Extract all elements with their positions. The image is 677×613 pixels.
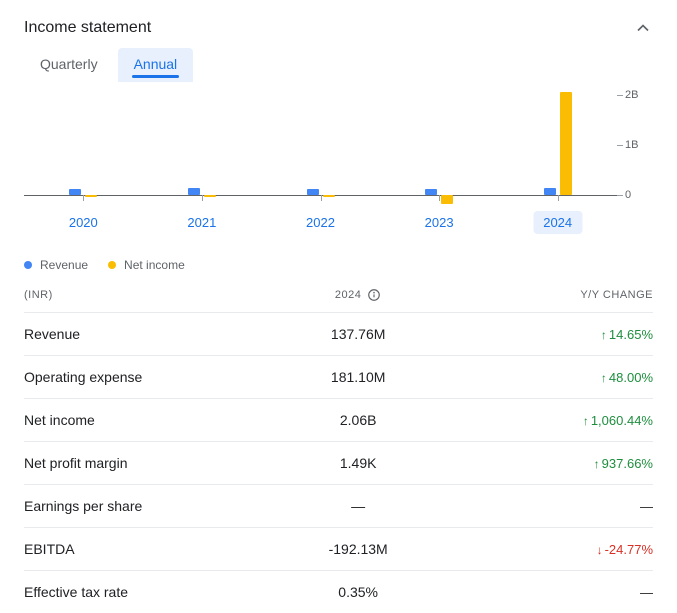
row-label: Operating expense <box>24 369 260 385</box>
net-income-bar <box>204 195 216 197</box>
chart-area: 0 1B 2B 2020 2021 2022 2023 2024 <box>24 90 653 250</box>
tab-quarterly[interactable]: Quarterly <box>24 48 114 82</box>
row-change: ↑1,060.44% <box>456 413 653 428</box>
row-value: 1.49K <box>260 455 457 471</box>
y-tick-label: 1B <box>625 139 653 151</box>
legend-swatch <box>108 261 116 269</box>
table-row: Earnings per share—— <box>24 484 653 527</box>
chart-group: 2023 <box>409 90 469 210</box>
x-axis-label[interactable]: 2022 <box>296 211 345 234</box>
card-title: Income statement <box>24 19 151 37</box>
net-income-bar <box>560 92 572 195</box>
x-tick-mark <box>202 195 203 201</box>
x-axis-label[interactable]: 2020 <box>59 211 108 234</box>
table-row: Operating expense181.10M↑48.00% <box>24 355 653 398</box>
info-icon[interactable] <box>367 288 381 302</box>
table-row: Net income2.06B↑1,060.44% <box>24 398 653 441</box>
row-value: — <box>260 498 457 514</box>
y-tick-label: 0 <box>625 189 653 201</box>
chart-group: 2021 <box>172 90 232 210</box>
income-statement-card: Income statement QuarterlyAnnual 0 1B 2B 20… <box>0 0 677 613</box>
x-tick-mark <box>439 195 440 201</box>
table-row: Net profit margin1.49K↑937.66% <box>24 441 653 484</box>
table-row: Effective tax rate0.35%— <box>24 570 653 613</box>
chart-group: 2024 <box>528 90 588 210</box>
legend-label: Revenue <box>40 258 88 272</box>
chart-legend: Revenue Net income <box>24 258 653 272</box>
x-tick-mark <box>83 195 84 201</box>
change-header: Y/Y CHANGE <box>456 289 653 301</box>
revenue-bar <box>544 188 556 195</box>
tab-annual[interactable]: Annual <box>118 48 194 82</box>
net-income-bar <box>441 195 453 204</box>
revenue-bar <box>307 189 319 195</box>
table-row: Revenue137.76M↑14.65% <box>24 312 653 355</box>
card-header[interactable]: Income statement <box>24 12 653 48</box>
row-change: — <box>456 499 653 514</box>
revenue-bar <box>69 189 81 196</box>
row-value: 137.76M <box>260 326 457 342</box>
x-axis-label[interactable]: 2024 <box>533 211 582 234</box>
x-tick-mark <box>558 195 559 201</box>
chart-group: 2022 <box>291 90 351 210</box>
chevron-up-icon[interactable] <box>633 18 653 38</box>
revenue-bar <box>425 189 437 195</box>
legend-item: Net income <box>108 258 185 272</box>
period-tabs: QuarterlyAnnual <box>24 48 653 82</box>
row-label: Effective tax rate <box>24 584 260 600</box>
currency-label: (INR) <box>24 289 260 301</box>
table-row: EBITDA-192.13M↓-24.77% <box>24 527 653 570</box>
x-axis-label[interactable]: 2023 <box>415 211 464 234</box>
row-value: -192.13M <box>260 541 457 557</box>
y-tick-mark <box>617 145 623 146</box>
y-tick-mark <box>617 195 623 196</box>
legend-label: Net income <box>124 258 185 272</box>
row-label: Revenue <box>24 326 260 342</box>
y-tick-mark <box>617 95 623 96</box>
revenue-bar <box>188 188 200 195</box>
row-change: ↑937.66% <box>456 456 653 471</box>
legend-item: Revenue <box>24 258 88 272</box>
row-change: ↑48.00% <box>456 370 653 385</box>
row-label: Earnings per share <box>24 498 260 514</box>
table-header: (INR) 2024 Y/Y CHANGE <box>24 272 653 312</box>
x-axis-label[interactable]: 2021 <box>177 211 226 234</box>
net-income-bar <box>323 195 335 197</box>
row-label: Net income <box>24 412 260 428</box>
chart-plot: 01B2B20202021202220232024 <box>24 90 617 210</box>
legend-swatch <box>24 261 32 269</box>
table-body: Revenue137.76M↑14.65%Operating expense18… <box>24 312 653 613</box>
row-change: ↓-24.77% <box>456 542 653 557</box>
row-value: 2.06B <box>260 412 457 428</box>
row-change: ↑14.65% <box>456 327 653 342</box>
x-tick-mark <box>321 195 322 201</box>
row-change: — <box>456 585 653 600</box>
row-label: Net profit margin <box>24 455 260 471</box>
net-income-bar <box>85 195 97 197</box>
row-value: 0.35% <box>260 584 457 600</box>
row-label: EBITDA <box>24 541 260 557</box>
chart-group: 2020 <box>53 90 113 210</box>
value-year-header: 2024 <box>260 288 457 302</box>
row-value: 181.10M <box>260 369 457 385</box>
y-tick-label: 2B <box>625 89 653 101</box>
